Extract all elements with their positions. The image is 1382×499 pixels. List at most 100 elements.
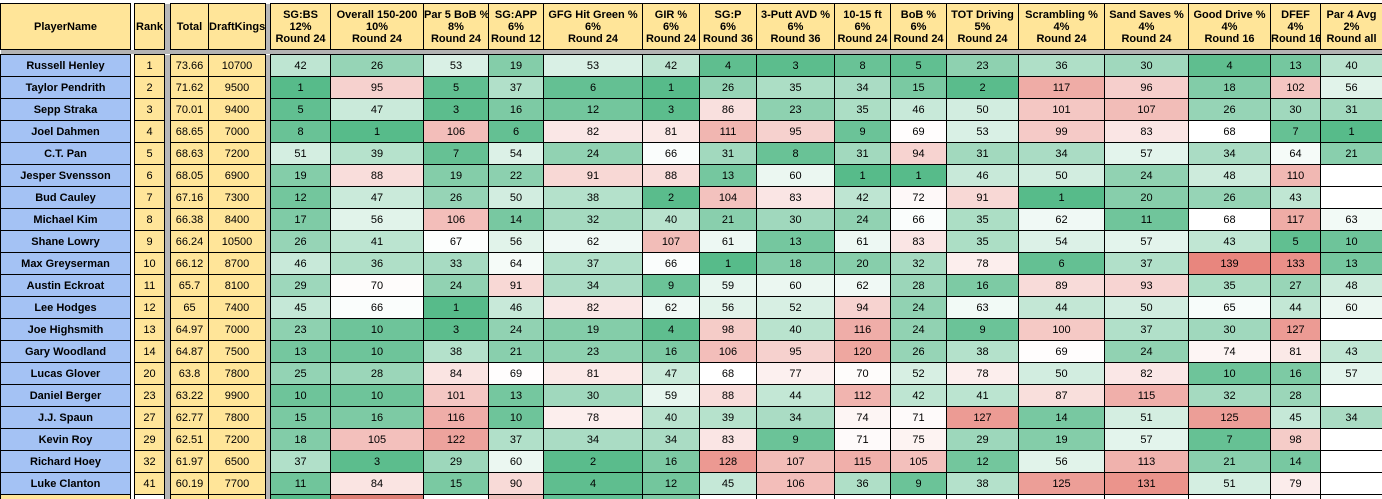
stat-cell[interactable]: 41 [331, 231, 424, 253]
stat-cell[interactable]: 98 [1271, 429, 1321, 451]
stat-cell[interactable]: 70 [835, 363, 891, 385]
player-name-cell[interactable]: Jesper Svensson [1, 165, 131, 187]
stat-cell[interactable]: 23 [271, 319, 331, 341]
player-name-cell[interactable]: C.T. Pan [1, 143, 131, 165]
column-header-3-putt-avd-[interactable]: 3-Putt AVD %6%Round 36 [757, 4, 835, 50]
stat-cell[interactable]: 34 [1019, 143, 1105, 165]
draftkings-cell[interactable]: 10500 [209, 231, 266, 253]
player-name-cell[interactable]: Lee Hodges [1, 297, 131, 319]
stat-cell[interactable]: 32 [1189, 385, 1271, 407]
stat-cell[interactable]: 62 [643, 297, 700, 319]
stat-cell[interactable]: 45 [1271, 407, 1321, 429]
total-cell[interactable]: 63.8 [171, 363, 209, 385]
stat-cell[interactable]: 40 [1321, 55, 1382, 77]
stat-cell[interactable]: 40 [643, 209, 700, 231]
player-name-cell[interactable]: Daniel Berger [1, 385, 131, 407]
stat-cell[interactable]: 1 [424, 297, 489, 319]
stat-cell[interactable]: 16 [947, 275, 1019, 297]
stat-cell[interactable]: 53 [947, 121, 1019, 143]
column-header-gfg-hit-green-[interactable]: GFG Hit Green %6%Round 24 [544, 4, 643, 50]
stat-cell[interactable]: 56 [700, 297, 757, 319]
stat-cell[interactable]: 46 [891, 99, 947, 121]
stat-cell[interactable]: 32 [891, 253, 947, 275]
draftkings-cell[interactable]: 10700 [209, 55, 266, 77]
draftkings-cell[interactable]: 7000 [209, 121, 266, 143]
stat-cell[interactable]: 10 [331, 319, 424, 341]
stat-cell[interactable]: 47 [331, 187, 424, 209]
stat-cell[interactable]: 2 [643, 187, 700, 209]
stat-cell[interactable]: 57 [1105, 429, 1189, 451]
stat-cell[interactable]: 37 [489, 77, 544, 99]
stat-cell[interactable]: 43 [1321, 341, 1382, 363]
player-name-cell[interactable]: J.J. Spaun [1, 407, 131, 429]
stat-cell[interactable]: 28 [331, 363, 424, 385]
stat-cell[interactable]: 30 [1189, 319, 1271, 341]
stat-cell[interactable]: 13 [1321, 253, 1382, 275]
stat-cell[interactable]: 56 [331, 209, 424, 231]
stat-cell[interactable]: 10 [1321, 231, 1382, 253]
partial-stat-cell[interactable] [1271, 495, 1321, 499]
stat-cell[interactable]: 14 [1019, 407, 1105, 429]
stat-cell[interactable]: 1 [331, 121, 424, 143]
player-name-cell[interactable]: Taylor Pendrith [1, 77, 131, 99]
stat-cell[interactable]: 24 [489, 319, 544, 341]
stat-cell[interactable]: 1 [1019, 187, 1105, 209]
rank-cell[interactable]: 4 [135, 121, 165, 143]
stat-cell[interactable]: 68 [1189, 209, 1271, 231]
stat-cell[interactable]: 106 [424, 209, 489, 231]
draftkings-cell[interactable]: 8100 [209, 275, 266, 297]
stat-cell[interactable]: 128 [700, 451, 757, 473]
total-cell[interactable]: 65 [171, 297, 209, 319]
stat-cell[interactable]: 68 [1189, 121, 1271, 143]
total-cell[interactable]: 67.16 [171, 187, 209, 209]
stat-cell[interactable]: 44 [1271, 297, 1321, 319]
partial-stat-cell[interactable] [1189, 495, 1271, 499]
stat-cell[interactable]: 83 [757, 187, 835, 209]
stat-cell[interactable]: 3 [424, 319, 489, 341]
stat-cell[interactable]: 115 [1105, 385, 1189, 407]
stat-cell[interactable]: 14 [1271, 451, 1321, 473]
column-header-rank[interactable]: Rank [135, 4, 165, 50]
stat-cell[interactable]: 23 [544, 341, 643, 363]
stat-cell[interactable]: 75 [891, 429, 947, 451]
column-header-good-drive-[interactable]: Good Drive %4%Round 16 [1189, 4, 1271, 50]
stat-cell[interactable]: 122 [424, 429, 489, 451]
stat-cell[interactable]: 20 [835, 253, 891, 275]
stat-cell[interactable]: 26 [424, 187, 489, 209]
draftkings-cell[interactable]: 7800 [209, 407, 266, 429]
stat-cell[interactable]: 59 [643, 385, 700, 407]
partial-player-cell[interactable] [1, 495, 131, 499]
stat-cell[interactable]: 50 [1019, 165, 1105, 187]
stat-cell[interactable]: 8 [835, 55, 891, 77]
total-cell[interactable]: 62.51 [171, 429, 209, 451]
partial-stat-cell[interactable] [1321, 495, 1382, 499]
stat-cell[interactable]: 36 [331, 253, 424, 275]
stat-cell[interactable]: 34 [757, 407, 835, 429]
player-name-cell[interactable]: Austin Eckroat [1, 275, 131, 297]
stat-cell[interactable]: 50 [489, 187, 544, 209]
stat-cell[interactable]: 19 [544, 319, 643, 341]
partial-stat-cell[interactable] [331, 495, 424, 499]
stat-cell[interactable]: 48 [1321, 275, 1382, 297]
stat-cell[interactable]: 107 [757, 451, 835, 473]
stat-cell[interactable]: 61 [700, 231, 757, 253]
stat-cell[interactable]: 19 [1019, 429, 1105, 451]
stat-cell[interactable]: 21 [1189, 451, 1271, 473]
total-cell[interactable]: 62.77 [171, 407, 209, 429]
partial-stat-cell[interactable] [700, 495, 757, 499]
stat-cell[interactable]: 19 [489, 55, 544, 77]
stat-cell[interactable]: 26 [271, 231, 331, 253]
stat-cell[interactable]: 83 [700, 429, 757, 451]
stat-cell[interactable]: 57 [1105, 143, 1189, 165]
rank-cell[interactable]: 20 [135, 363, 165, 385]
stat-cell[interactable]: 100 [1019, 319, 1105, 341]
stat-cell[interactable]: 35 [947, 209, 1019, 231]
total-cell[interactable]: 70.01 [171, 99, 209, 121]
stat-cell[interactable]: 47 [643, 363, 700, 385]
rank-cell[interactable]: 11 [135, 275, 165, 297]
stat-cell[interactable]: 9 [947, 319, 1019, 341]
column-header-gir-[interactable]: GIR %6%Round 24 [643, 4, 700, 50]
stat-cell[interactable]: 110 [1271, 165, 1321, 187]
stat-cell[interactable]: 13 [757, 231, 835, 253]
stat-cell[interactable]: 31 [700, 143, 757, 165]
